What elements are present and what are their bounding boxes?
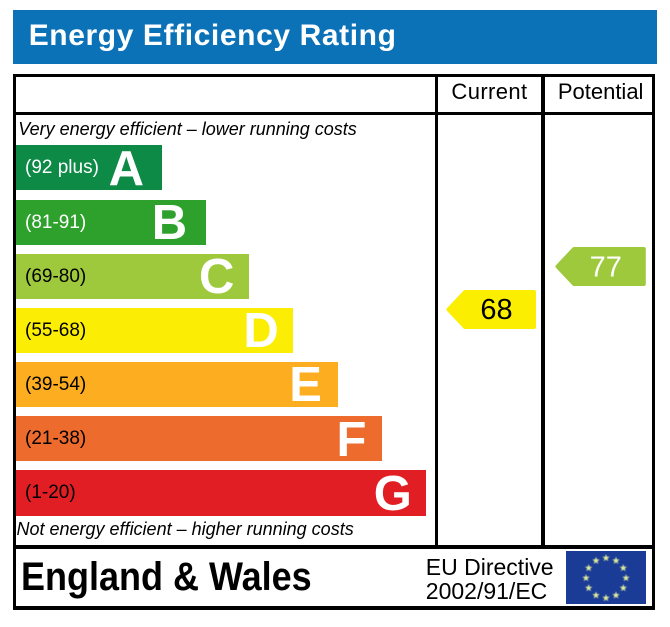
svg-text:68: 68 [480,294,512,326]
svg-text:77: 77 [589,251,621,283]
